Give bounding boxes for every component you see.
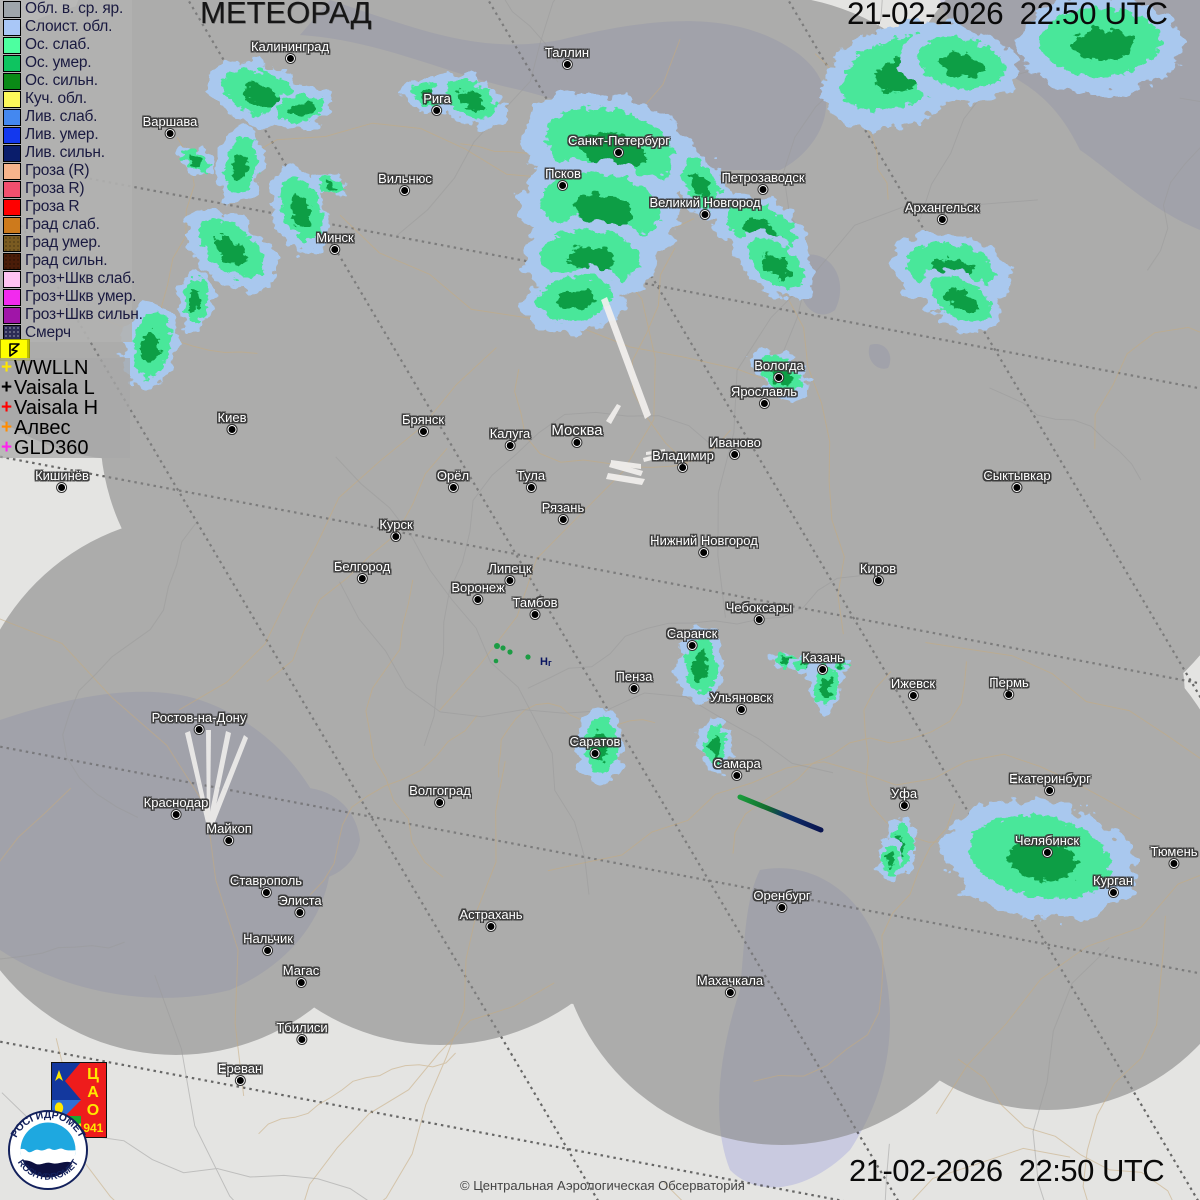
- svg-text:г: г: [548, 658, 552, 668]
- svg-text:О: О: [87, 1102, 99, 1119]
- svg-text:Ц: Ц: [87, 1066, 99, 1083]
- svg-text:А: А: [87, 1084, 99, 1101]
- svg-text:H: H: [540, 656, 548, 668]
